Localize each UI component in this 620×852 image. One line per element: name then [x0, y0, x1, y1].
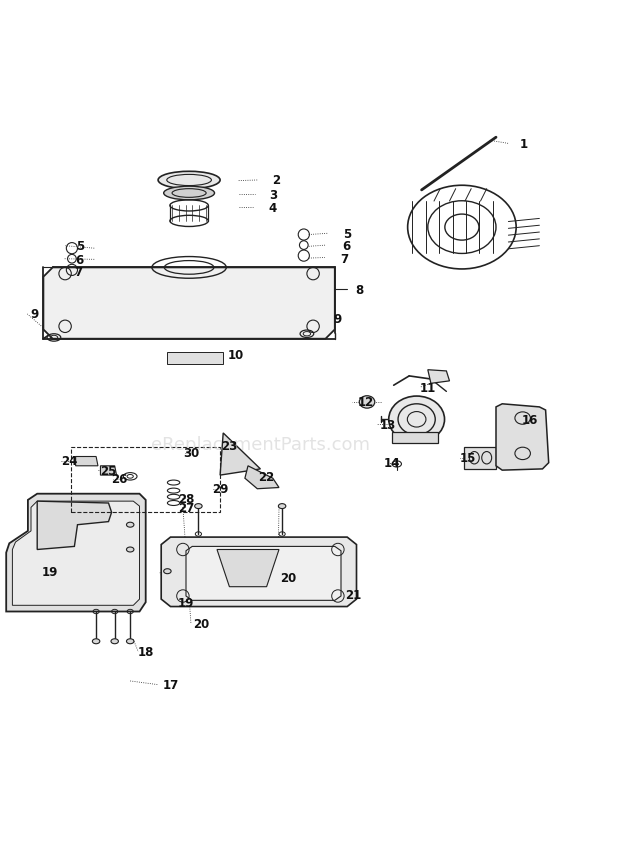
Polygon shape: [245, 466, 279, 489]
Text: 3: 3: [268, 188, 277, 202]
Polygon shape: [43, 268, 335, 339]
Text: 22: 22: [259, 470, 275, 483]
Text: 28: 28: [178, 492, 194, 505]
Text: 5: 5: [76, 240, 85, 253]
Bar: [71, 447, 220, 513]
Text: 4: 4: [268, 202, 277, 215]
Polygon shape: [76, 457, 98, 466]
Text: 9: 9: [30, 308, 38, 321]
Text: 16: 16: [522, 413, 538, 426]
Text: 8: 8: [355, 283, 364, 296]
Ellipse shape: [126, 522, 134, 527]
Polygon shape: [167, 353, 223, 364]
Text: 30: 30: [183, 446, 199, 460]
Text: 2: 2: [272, 174, 280, 187]
Ellipse shape: [389, 396, 445, 443]
Polygon shape: [12, 502, 140, 606]
Text: 11: 11: [420, 381, 436, 394]
Text: eReplacementParts.com: eReplacementParts.com: [151, 435, 370, 453]
Text: 24: 24: [61, 455, 78, 468]
Polygon shape: [37, 502, 112, 550]
Ellipse shape: [92, 639, 100, 644]
Ellipse shape: [164, 187, 215, 200]
Text: 20: 20: [193, 618, 210, 630]
Polygon shape: [161, 538, 356, 607]
Polygon shape: [464, 447, 496, 469]
Polygon shape: [186, 547, 341, 601]
Ellipse shape: [111, 639, 118, 644]
Text: 1: 1: [520, 138, 528, 151]
Text: 17: 17: [162, 678, 179, 691]
Text: 9: 9: [334, 313, 342, 326]
Polygon shape: [428, 371, 450, 384]
Text: 12: 12: [358, 396, 374, 409]
Polygon shape: [220, 434, 260, 475]
Text: 14: 14: [384, 457, 400, 469]
Text: 25: 25: [100, 464, 117, 477]
Text: 26: 26: [112, 473, 128, 486]
Text: 19: 19: [178, 596, 194, 609]
Text: 19: 19: [42, 565, 58, 578]
Text: 6: 6: [75, 254, 84, 267]
Polygon shape: [100, 466, 117, 475]
Text: 20: 20: [280, 571, 296, 584]
Polygon shape: [217, 550, 279, 587]
Text: 21: 21: [345, 588, 361, 601]
Ellipse shape: [278, 504, 286, 509]
Polygon shape: [496, 405, 549, 470]
Text: 18: 18: [138, 646, 154, 659]
Text: 15: 15: [460, 452, 476, 464]
Text: 13: 13: [379, 418, 396, 431]
Ellipse shape: [126, 547, 134, 552]
Ellipse shape: [359, 396, 374, 409]
Ellipse shape: [195, 504, 202, 509]
Text: 29: 29: [212, 483, 228, 496]
Text: 6: 6: [342, 240, 350, 253]
Text: 23: 23: [221, 440, 237, 452]
Ellipse shape: [164, 569, 171, 574]
Ellipse shape: [158, 172, 220, 189]
Polygon shape: [6, 494, 146, 612]
Text: 5: 5: [343, 227, 352, 240]
Ellipse shape: [126, 639, 134, 644]
Text: 27: 27: [178, 501, 194, 515]
Bar: [392, 432, 438, 443]
Text: 10: 10: [228, 348, 244, 361]
Text: 7: 7: [74, 266, 82, 279]
Text: 7: 7: [340, 252, 349, 265]
